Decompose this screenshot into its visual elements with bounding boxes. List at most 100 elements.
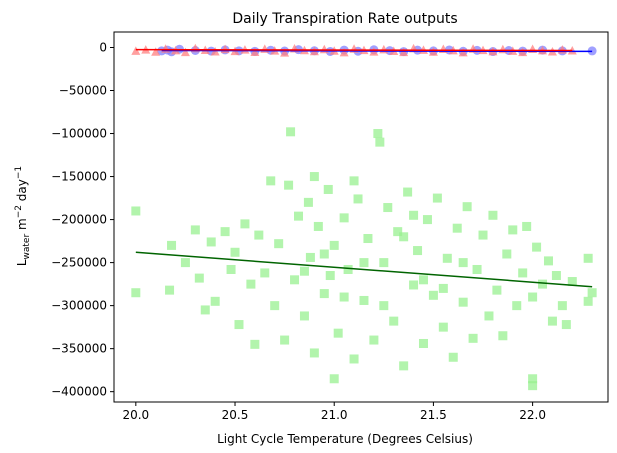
data-point xyxy=(349,354,359,364)
y-axis-label-exponent2: −1 xyxy=(14,166,24,179)
data-point xyxy=(413,246,423,256)
data-point xyxy=(246,279,256,289)
data-point xyxy=(403,187,413,197)
data-point xyxy=(200,305,210,315)
data-point xyxy=(442,253,452,263)
data-point xyxy=(512,301,522,311)
data-point xyxy=(280,48,290,57)
data-point xyxy=(323,184,333,194)
data-point xyxy=(399,47,409,57)
data-point xyxy=(448,352,458,362)
y-tick-label: −100000 xyxy=(51,127,107,141)
x-tick-label: 21.5 xyxy=(420,408,447,422)
data-point xyxy=(294,211,304,221)
y-tick-label: −50000 xyxy=(59,84,107,98)
data-point xyxy=(180,258,190,268)
y-axis-label-base: L xyxy=(15,259,29,266)
data-point xyxy=(418,338,428,348)
data-point xyxy=(508,225,518,235)
data-point xyxy=(399,361,409,371)
data-point xyxy=(478,230,488,240)
data-points xyxy=(131,43,597,391)
x-tick-label: 22.0 xyxy=(519,408,546,422)
data-point xyxy=(363,234,373,244)
data-point xyxy=(305,252,315,262)
data-point xyxy=(180,47,190,57)
data-point xyxy=(220,227,230,237)
y-axis-ticks: 0 −50000 −100000 −150000 −200000 −250000 −3000… xyxy=(51,40,114,399)
data-point xyxy=(240,219,250,229)
data-point xyxy=(131,288,141,298)
data-point xyxy=(432,193,442,203)
data-point xyxy=(319,249,329,259)
data-point xyxy=(583,253,593,263)
data-point xyxy=(299,266,309,276)
data-point xyxy=(458,297,468,307)
data-point xyxy=(399,232,409,242)
data-point xyxy=(484,311,494,321)
data-point xyxy=(165,285,175,295)
y-tick-label: −400000 xyxy=(51,385,107,399)
data-point xyxy=(190,225,200,235)
x-tick-label: 20.5 xyxy=(222,408,249,422)
data-point xyxy=(389,316,399,326)
data-point xyxy=(309,348,319,358)
data-point xyxy=(532,242,542,252)
x-axis-ticks: 20.0 20.5 21.0 21.5 22.0 xyxy=(122,402,546,422)
chart-title: Daily Transpiration Rate outputs xyxy=(232,11,457,27)
data-point xyxy=(583,296,593,306)
y-axis-label-exponent1: −2 xyxy=(14,205,24,218)
data-point xyxy=(260,268,270,278)
data-point xyxy=(472,264,482,274)
data-point xyxy=(373,129,383,139)
data-point xyxy=(538,279,548,289)
y-tick-label: −200000 xyxy=(51,213,107,227)
data-point xyxy=(528,292,538,302)
data-point xyxy=(339,292,349,302)
data-point xyxy=(379,258,389,268)
data-point xyxy=(462,202,472,212)
data-point xyxy=(379,301,389,311)
data-point xyxy=(254,230,264,240)
data-point xyxy=(528,374,538,384)
data-point xyxy=(438,283,448,293)
data-point xyxy=(284,180,294,190)
data-point xyxy=(329,240,339,250)
data-point xyxy=(488,210,498,220)
x-tick-label: 20.0 xyxy=(122,408,149,422)
data-point xyxy=(428,290,438,300)
data-point xyxy=(409,210,419,220)
data-point xyxy=(522,221,532,231)
data-point xyxy=(151,47,161,56)
data-point xyxy=(131,46,141,55)
data-point xyxy=(547,316,557,326)
y-tick-label: −300000 xyxy=(51,299,107,313)
y-tick-label: 0 xyxy=(99,40,107,54)
data-point xyxy=(194,273,204,283)
data-point xyxy=(339,47,349,57)
data-point xyxy=(359,295,369,305)
data-point xyxy=(274,239,284,249)
y-tick-label: −150000 xyxy=(51,170,107,184)
data-point xyxy=(518,268,528,278)
data-point xyxy=(286,127,296,137)
data-point xyxy=(250,47,260,56)
data-point xyxy=(468,333,478,343)
data-point xyxy=(309,172,319,182)
data-point xyxy=(551,271,561,281)
data-point xyxy=(349,176,359,186)
x-tick-label: 21.0 xyxy=(321,408,348,422)
fit-lines xyxy=(135,48,593,288)
series-1-fit-line xyxy=(135,48,573,52)
data-point xyxy=(339,213,349,223)
data-point xyxy=(206,237,216,247)
data-point xyxy=(329,374,339,384)
data-point xyxy=(561,320,571,330)
plot-frame xyxy=(113,31,609,403)
y-axis-label-unit1: m xyxy=(15,218,29,234)
data-point xyxy=(458,258,468,268)
data-point xyxy=(528,381,538,391)
data-point xyxy=(502,249,512,259)
data-point xyxy=(353,194,363,204)
